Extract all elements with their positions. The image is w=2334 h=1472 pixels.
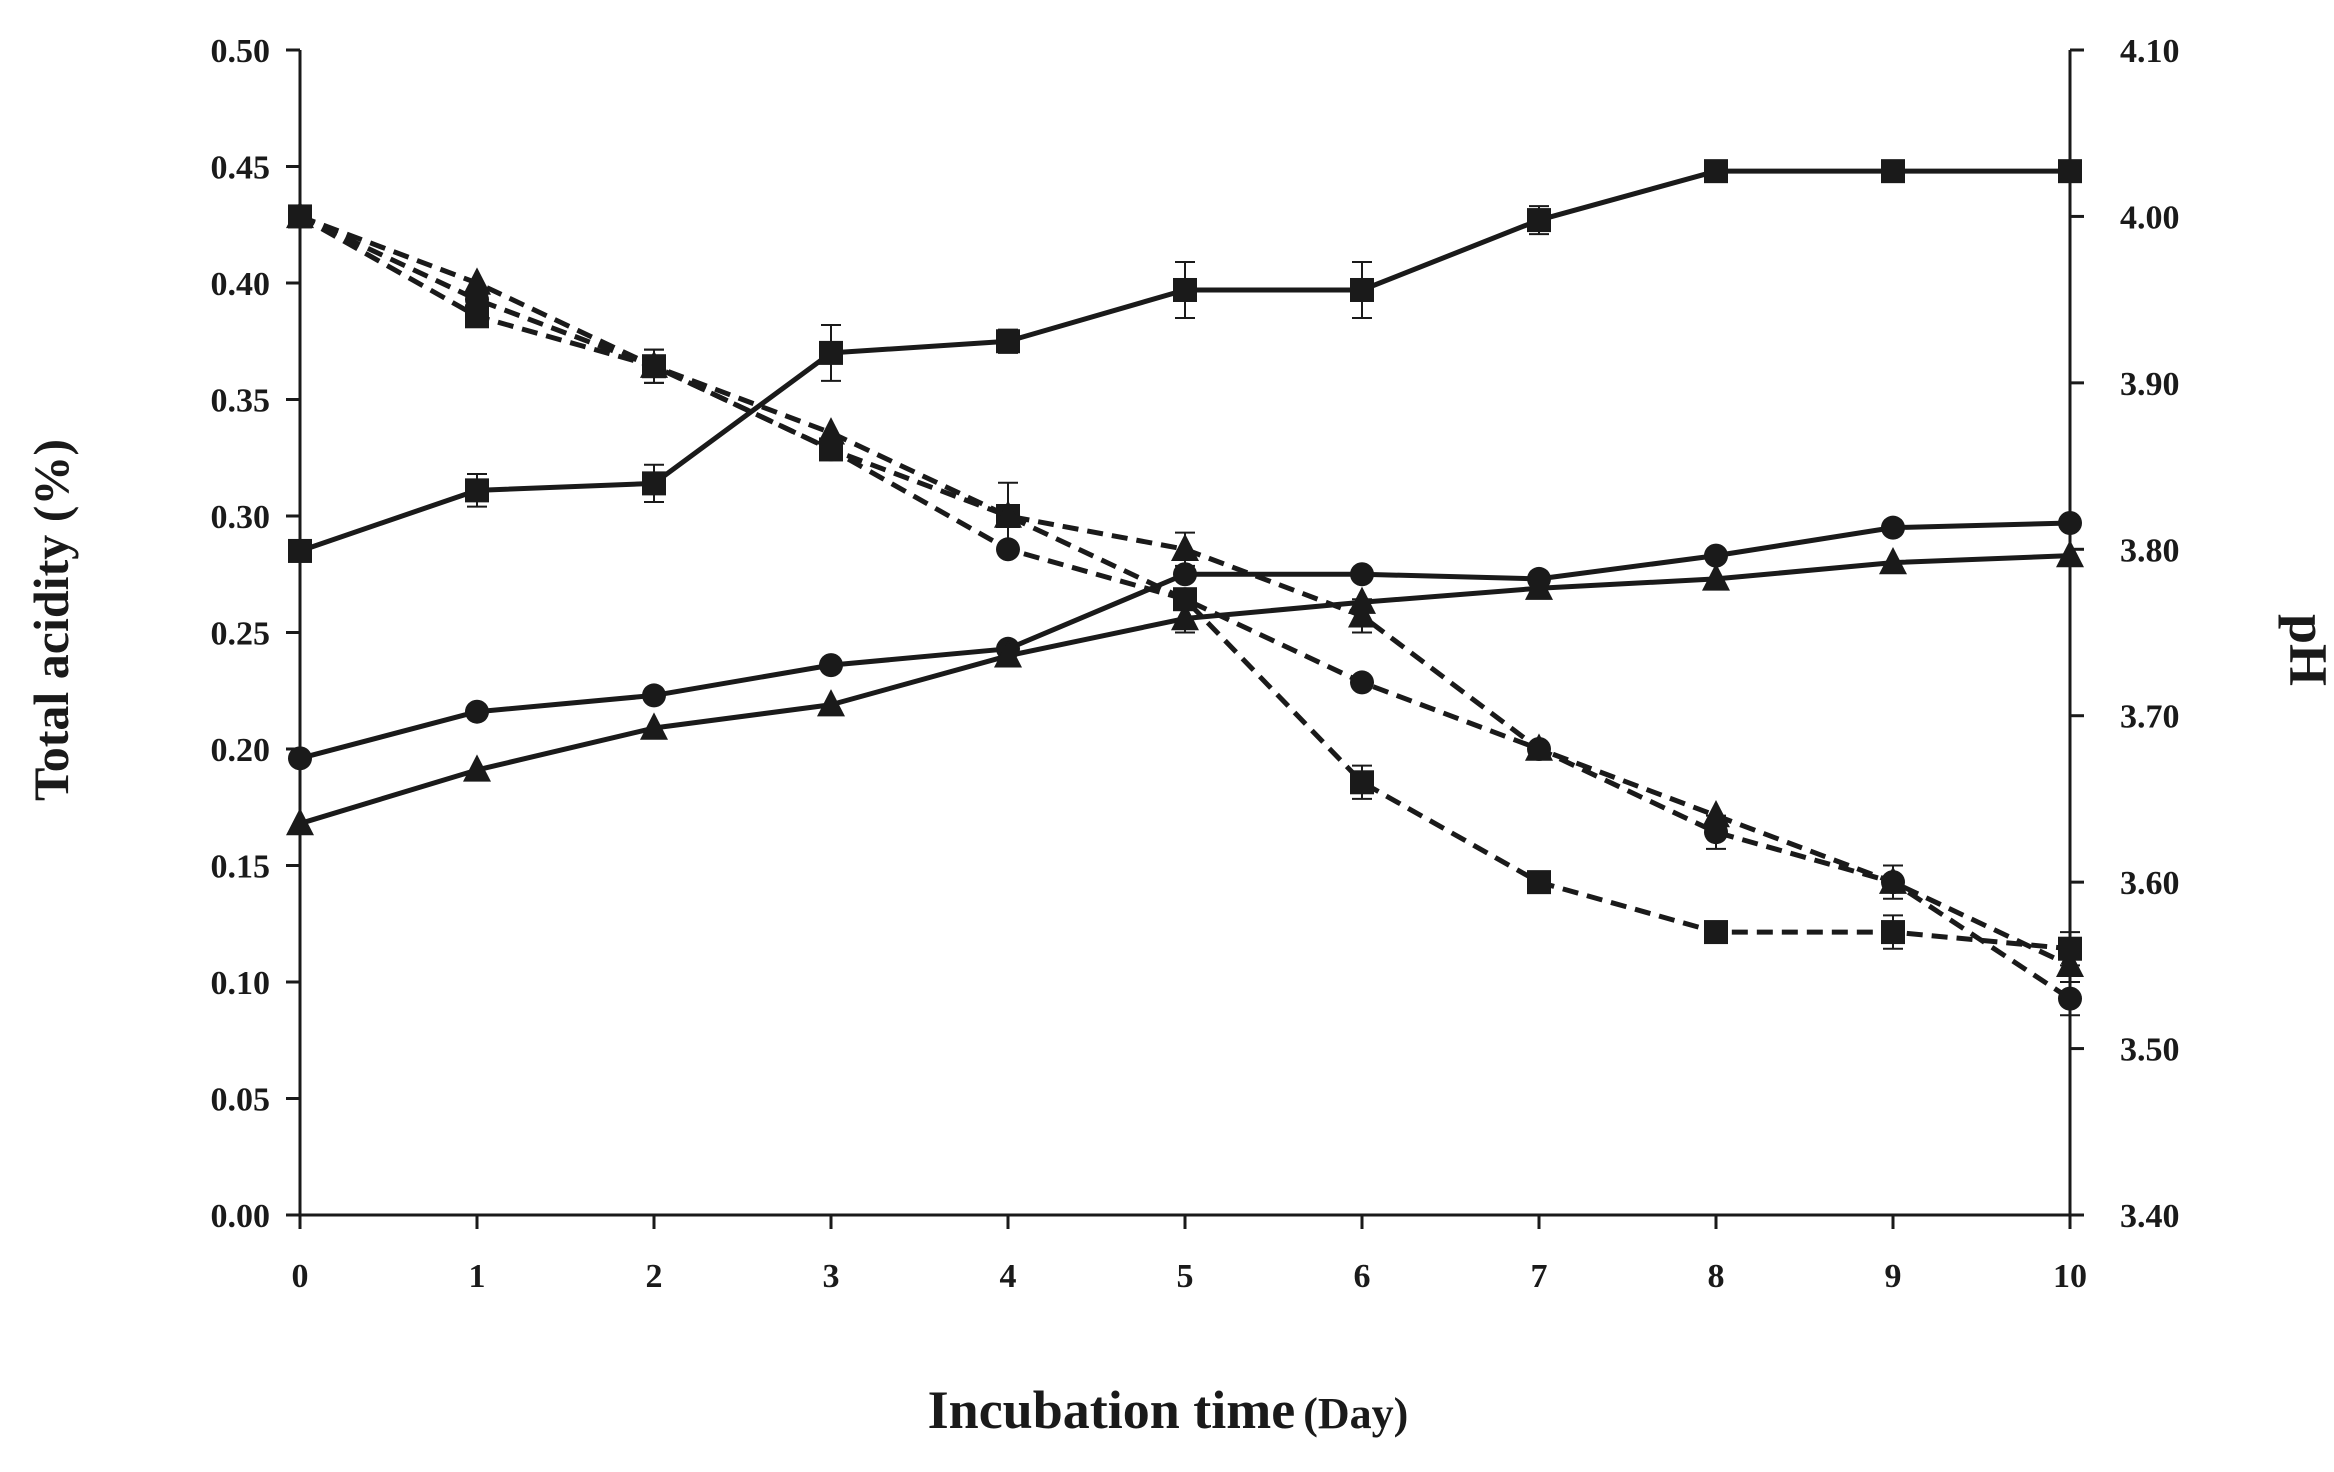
x-axis-title-main: Incubation time xyxy=(928,1380,1296,1440)
x-tick-label: 6 xyxy=(1354,1258,1371,1295)
data-point-square xyxy=(1173,277,1197,302)
x-tick-label: 9 xyxy=(1885,1258,1902,1295)
y-tick-label: 0.45 xyxy=(211,150,271,187)
x-tick-label: 3 xyxy=(823,1258,840,1295)
y-tick-label: 0.20 xyxy=(211,732,271,769)
data-point-triangle xyxy=(286,807,314,836)
y-tick-label: 0.40 xyxy=(211,266,271,303)
data-point-circle xyxy=(642,683,666,708)
y-tick-label: 0.10 xyxy=(211,965,271,1002)
series-line xyxy=(298,214,2071,952)
data-point-triangle xyxy=(286,200,314,229)
data-point-triangle xyxy=(640,712,668,740)
x-tick-label: 1 xyxy=(469,1258,486,1295)
y-tick-label: 0.00 xyxy=(211,1198,271,1235)
data-point-triangle xyxy=(463,267,491,295)
x-tick-label: 0 xyxy=(292,1258,309,1295)
series-2-left-triangle-solid xyxy=(286,540,2084,836)
series-line xyxy=(298,214,2072,1001)
data-point-circle xyxy=(1881,515,1905,540)
data-point-triangle xyxy=(1702,563,1730,591)
data-point-triangle xyxy=(1702,799,1730,828)
data-point-circle xyxy=(2058,510,2082,535)
data-point-circle xyxy=(1350,670,1374,695)
data-point-square xyxy=(996,329,1020,354)
y2-tick-label: 3.60 xyxy=(2120,865,2180,902)
data-point-square xyxy=(1350,277,1374,302)
x-axis-title-unit: (Day) xyxy=(1303,1389,1408,1438)
data-point-square xyxy=(819,340,843,365)
y2-tick-label: 3.90 xyxy=(2120,366,2180,403)
x-tick-label: 7 xyxy=(1531,1258,1548,1295)
y-axis-title: Total acidity (%) xyxy=(23,439,79,801)
data-point-circle xyxy=(1350,562,1374,587)
y2-tick-label: 3.70 xyxy=(2120,699,2180,736)
data-point-circle xyxy=(465,699,489,724)
data-point-square xyxy=(1704,920,1728,945)
series-4-right-circle-dashed xyxy=(288,204,2082,1017)
series-line xyxy=(299,168,2070,554)
data-point-square xyxy=(465,478,489,503)
series-5-right-triangle-dashed xyxy=(286,200,2084,978)
x-tick-label: 10 xyxy=(2053,1258,2087,1295)
data-point-circle xyxy=(1173,587,1197,612)
data-point-triangle xyxy=(1525,733,1553,761)
series-layer xyxy=(286,159,2084,1017)
data-point-triangle xyxy=(1879,547,1907,575)
data-point-triangle xyxy=(994,500,1022,528)
data-point-triangle xyxy=(1171,533,1199,561)
x-tick-label: 2 xyxy=(646,1258,663,1295)
y-tick-label: 0.25 xyxy=(211,616,271,653)
x-tick-label: 4 xyxy=(1000,1258,1017,1295)
data-point-circle xyxy=(1173,562,1197,587)
y-tick-label: 0.30 xyxy=(211,499,271,536)
data-point-square xyxy=(1350,770,1374,795)
data-point-square xyxy=(1704,159,1728,184)
x-tick-label: 5 xyxy=(1177,1258,1194,1295)
data-point-triangle xyxy=(2056,540,2084,568)
data-point-triangle xyxy=(1879,866,1907,894)
data-point-circle xyxy=(1704,543,1728,568)
data-point-triangle xyxy=(817,689,845,717)
data-point-triangle xyxy=(1348,600,1376,628)
y2-tick-label: 4.10 xyxy=(2120,33,2180,70)
data-point-square xyxy=(1527,208,1551,233)
y2-tick-label: 4.00 xyxy=(2120,199,2180,236)
data-point-triangle xyxy=(1525,572,1553,600)
data-point-square xyxy=(1881,920,1905,945)
data-point-circle xyxy=(819,653,843,678)
x-tick-label: 8 xyxy=(1708,1258,1725,1295)
y-tick-label: 0.50 xyxy=(211,33,271,70)
ticks: 0.00 0.05 0.10 0.15 0.20 0.25 0.30 0.35 0.40 0.45… xyxy=(211,33,2180,1295)
data-point-square xyxy=(1881,159,1905,184)
data-point-triangle xyxy=(640,350,668,378)
data-point-triangle xyxy=(817,417,845,445)
series-0-left-square-solid xyxy=(288,159,2082,563)
data-point-circle xyxy=(2058,986,2082,1011)
data-point-triangle xyxy=(463,754,491,782)
data-point-square xyxy=(2058,159,2082,184)
y2-tick-label: 3.50 xyxy=(2120,1032,2180,1069)
data-point-circle xyxy=(288,746,312,771)
y-tick-label: 0.05 xyxy=(211,1082,271,1119)
y-tick-label: 0.15 xyxy=(211,849,271,886)
y-tick-label: 0.35 xyxy=(211,383,271,420)
data-point-triangle xyxy=(2056,949,2084,978)
data-point-triangle xyxy=(994,640,1022,668)
data-point-square xyxy=(642,471,666,496)
data-point-square xyxy=(288,538,312,563)
y2-tick-label: 3.40 xyxy=(2120,1198,2180,1235)
series-1-left-circle-solid xyxy=(288,510,2082,771)
y2-tick-label: 3.80 xyxy=(2120,532,2180,569)
data-point-square xyxy=(1527,870,1551,895)
series-line xyxy=(299,214,2072,968)
data-point-triangle xyxy=(1171,602,1199,631)
y2-axis-title: pH xyxy=(2278,614,2334,686)
labels: Total acidity (%) pH Incubation time (Day… xyxy=(23,439,2334,1440)
x-axis-title: Incubation time (Day) xyxy=(928,1380,1409,1440)
